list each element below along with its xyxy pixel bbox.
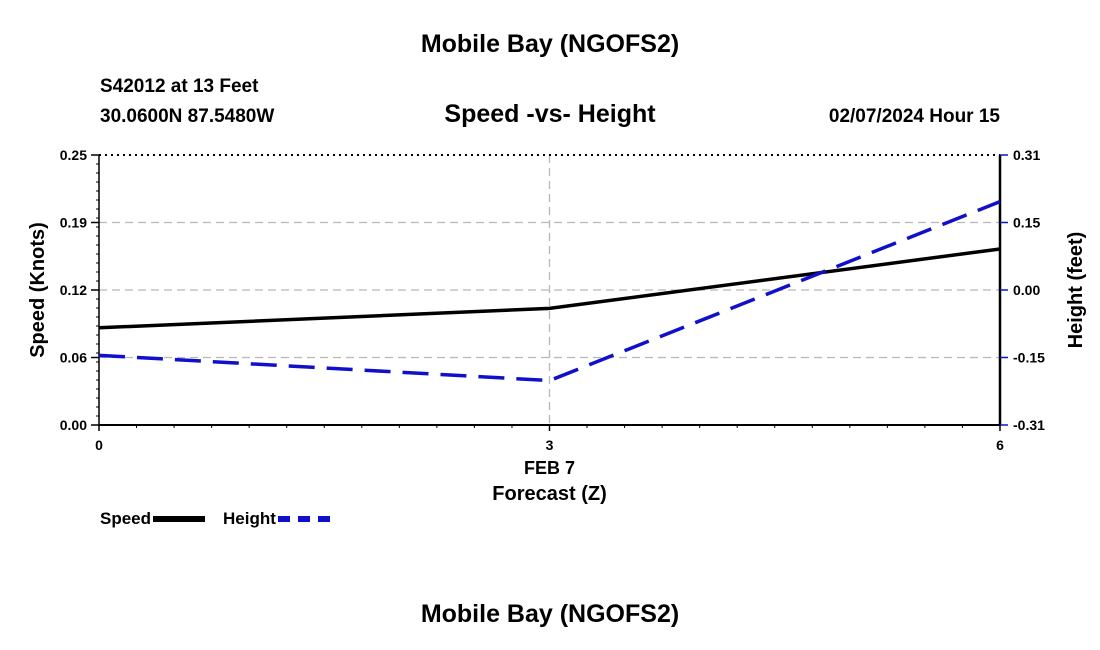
legend-swatch-speed — [153, 516, 206, 522]
chart-title: Mobile Bay (NGOFS2) — [420, 30, 680, 58]
station-label: S42012 at 13 Feet — [100, 76, 259, 97]
x-axis-title: Forecast (Z) — [492, 483, 606, 505]
left-tick-label: 0.00 — [60, 417, 87, 433]
x-tick-label: 3 — [546, 437, 554, 453]
series-layer — [98, 199, 1001, 383]
grid-layer — [99, 155, 1000, 425]
datetime-label: 02/07/2024 Hour 15 — [828, 106, 1000, 127]
legend-swatch-height — [277, 516, 330, 522]
legend-entry-speed: Speed — [100, 509, 206, 529]
x-tick-label: 6 — [996, 437, 1004, 453]
label-layer: 0.00 0.06 0.12 0.19 0.25 -0.31 -0.15 0.00 0.15 0.… — [27, 147, 1087, 505]
legend-entry-height: Height — [223, 509, 330, 529]
left-tick-label: 0.12 — [60, 282, 87, 298]
left-tick-label: 0.19 — [60, 215, 87, 231]
series-line-height — [98, 199, 1001, 383]
legend-label-speed: Speed — [100, 509, 152, 528]
right-tick-label: 0.15 — [1013, 215, 1040, 231]
legend-label-height: Height — [223, 509, 276, 528]
left-tick-label: 0.06 — [60, 350, 87, 366]
right-tick-label: -0.15 — [1013, 350, 1045, 366]
coordinates-label: 30.0600N 87.5480W — [100, 106, 275, 127]
right-tick-label: 0.31 — [1013, 147, 1040, 163]
left-axis-title: Speed (Knots) — [27, 222, 49, 358]
chart-subtitle: Speed -vs- Height — [444, 100, 656, 128]
right-tick-label: -0.31 — [1013, 417, 1045, 433]
x-tick-label: 0 — [95, 437, 103, 453]
x-date-label: FEB 7 — [524, 458, 575, 478]
right-tick-label: 0.00 — [1013, 282, 1040, 298]
right-axis-title: Height (feet) — [1065, 232, 1087, 349]
left-tick-label: 0.25 — [60, 147, 87, 163]
legend: Speed Height — [100, 509, 348, 529]
axis-layer — [91, 154, 1008, 431]
footer-title: Mobile Bay (NGOFS2) — [420, 600, 680, 628]
